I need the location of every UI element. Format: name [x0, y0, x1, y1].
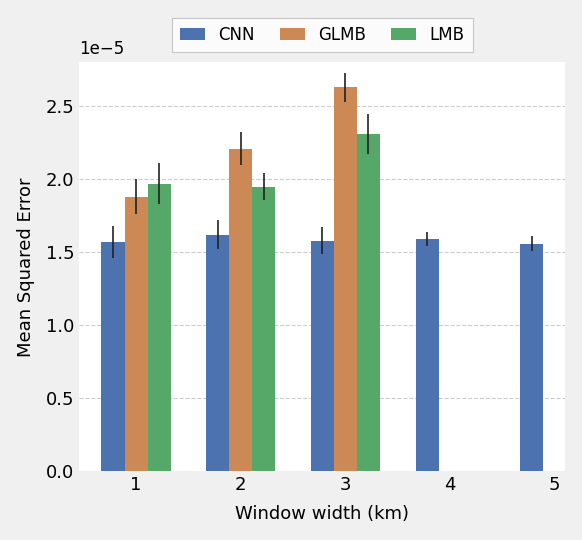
Text: 1e−5: 1e−5 [79, 40, 125, 58]
Bar [125, 197, 148, 471]
Legend: CNN, GLMB, LMB: CNN, GLMB, LMB [172, 18, 473, 52]
Bar [357, 134, 380, 471]
Bar [252, 186, 275, 471]
Bar [101, 242, 125, 471]
Bar [229, 148, 252, 471]
Y-axis label: Mean Squared Error: Mean Squared Error [17, 177, 35, 356]
X-axis label: Window width (km): Window width (km) [235, 505, 409, 523]
Bar [311, 241, 334, 471]
Bar [416, 239, 439, 471]
Bar [520, 244, 543, 471]
Bar [148, 184, 171, 471]
Bar [334, 87, 357, 471]
Bar [206, 235, 229, 471]
